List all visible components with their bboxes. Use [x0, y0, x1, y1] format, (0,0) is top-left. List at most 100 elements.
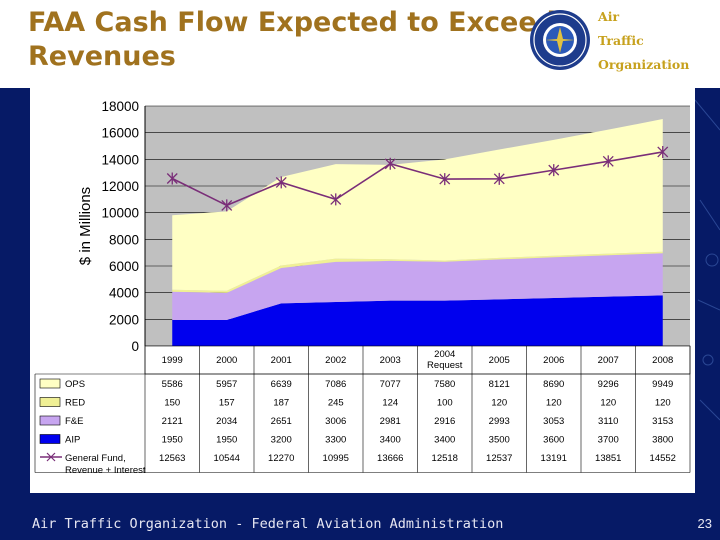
chart-panel: 0 2000 4000 6000 8000 10000 12000 14000 16000 180… — [30, 88, 695, 493]
legend-label: F&E — [65, 416, 83, 427]
table-cell: 100 — [437, 398, 453, 409]
area-ops — [172, 119, 663, 291]
table-cell: 2121 — [162, 416, 183, 427]
legend-key — [39, 415, 61, 426]
legend-key — [39, 378, 61, 389]
table-cell: 5586 — [162, 379, 183, 390]
table-cell: 2993 — [489, 416, 510, 427]
category-label: 2005 — [489, 355, 510, 366]
table-cell: 120 — [600, 398, 616, 409]
table-cell: 245 — [328, 398, 344, 409]
area-aip — [172, 295, 663, 346]
table-cell: 13851 — [595, 453, 621, 464]
legend-label: OPS — [65, 379, 85, 390]
table-cell: 13191 — [541, 453, 567, 464]
legend-key — [46, 452, 56, 462]
organization-name: Air Traffic Organization — [598, 5, 708, 77]
cash-flow-chart: 0 2000 4000 6000 8000 10000 12000 14000 16000 180… — [34, 99, 691, 476]
table-cell: 2651 — [271, 416, 292, 427]
table-cell: 2916 — [434, 416, 455, 427]
table-cell: 12518 — [432, 453, 458, 464]
table-cell: 120 — [546, 398, 562, 409]
category-label: 2008 — [652, 355, 673, 366]
table-cell: 12537 — [486, 453, 512, 464]
revenue-point — [330, 193, 342, 206]
table-cell: 14552 — [650, 453, 676, 464]
table-cell: 120 — [655, 398, 671, 409]
y-tick-label: 12000 — [101, 179, 139, 194]
revenue-point — [384, 157, 396, 170]
table-cell: 2034 — [216, 416, 237, 427]
table-cell: 3300 — [325, 435, 346, 446]
table-cell: 8690 — [543, 379, 564, 390]
org-line-3: Organization — [598, 57, 690, 72]
area-f-e — [172, 253, 663, 320]
table-cell: 6639 — [271, 379, 292, 390]
revenue-point — [439, 173, 451, 186]
legend-label: Revenue + Interest — [65, 465, 146, 476]
table-cell: 1950 — [216, 435, 237, 446]
table-cell: 3600 — [543, 435, 564, 446]
y-tick-label: 10000 — [101, 206, 139, 221]
table-cell: 3200 — [271, 435, 292, 446]
table-cell: 3110 — [598, 416, 618, 427]
table-cell: 3400 — [380, 435, 401, 446]
table-cell: 3500 — [489, 435, 510, 446]
category-label: 2001 — [271, 355, 292, 366]
table-cell: 3006 — [325, 416, 346, 427]
y-tick-label: 16000 — [101, 126, 139, 141]
table-cell: 7580 — [434, 379, 455, 390]
revenue-point — [602, 155, 614, 168]
y-tick-label: 2000 — [109, 312, 139, 327]
table-cell: 9296 — [598, 379, 619, 390]
table-cell: 5957 — [216, 379, 237, 390]
revenue-point — [221, 199, 233, 212]
legend-label: RED — [65, 398, 85, 409]
category-label: 2003 — [380, 355, 401, 366]
table-cell: 1950 — [162, 435, 183, 446]
y-tick-label: 8000 — [109, 232, 139, 247]
revenue-point — [657, 145, 669, 158]
y-tick-label: 0 — [131, 339, 139, 354]
table-cell: 7077 — [380, 379, 401, 390]
category-label: 2002 — [325, 355, 346, 366]
legend-label: General Fund, — [65, 453, 126, 464]
revenue-point — [548, 164, 560, 177]
table-cell: 3153 — [652, 416, 673, 427]
y-axis-title: $ in Millions — [77, 187, 94, 265]
org-line-2: Traffic — [598, 33, 644, 48]
table-cell: 157 — [219, 398, 235, 409]
category-label: 2007 — [598, 355, 619, 366]
area-red — [172, 251, 663, 293]
table-cell: 124 — [382, 398, 398, 409]
table-cell: 10544 — [214, 453, 240, 464]
category-label: 2000 — [216, 355, 237, 366]
table-cell: 12270 — [268, 453, 294, 464]
category-label: 1999 — [162, 355, 183, 366]
category-label: 2004 — [434, 349, 455, 360]
y-tick-label: 4000 — [109, 286, 139, 301]
title-bar — [0, 0, 720, 88]
table-cell: 3700 — [598, 435, 619, 446]
y-tick-label: 6000 — [109, 259, 139, 274]
table-cell: 120 — [491, 398, 507, 409]
table-cell: 2981 — [380, 416, 401, 427]
revenue-point — [275, 176, 287, 189]
legend-key — [39, 434, 61, 444]
table-cell: 13666 — [377, 453, 403, 464]
y-tick-label: 18000 — [101, 99, 139, 114]
category-label: 2006 — [543, 355, 564, 366]
table-cell: 10995 — [323, 453, 349, 464]
table-cell: 3800 — [652, 435, 673, 446]
page-number: 23 — [697, 516, 712, 531]
revenue-line — [171, 151, 663, 207]
legend-label: AIP — [65, 435, 80, 446]
legend-key — [39, 397, 61, 407]
revenue-point — [493, 172, 505, 185]
faa-seal-icon — [530, 10, 590, 70]
table-cell: 3053 — [543, 416, 564, 427]
table-cell: 3400 — [434, 435, 455, 446]
table-cell: 7086 — [325, 379, 346, 390]
table-cell: 187 — [273, 398, 289, 409]
table-cell: 8121 — [489, 379, 510, 390]
